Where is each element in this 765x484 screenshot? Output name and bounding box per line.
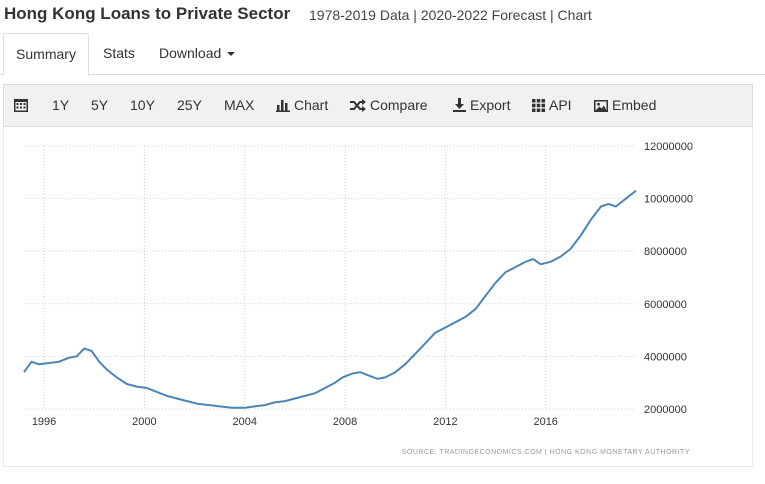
tab-download-label: Download (159, 45, 222, 61)
export-button[interactable]: Export (453, 85, 510, 126)
api-label: API (549, 97, 572, 113)
tab-stats-label: Stats (103, 45, 135, 61)
export-label: Export (470, 97, 511, 113)
chart-type-label: Chart (294, 97, 329, 113)
series-line[interactable] (23, 189, 637, 409)
chart-source: SOURCE: TRADINGECONOMICS.COM | HONG KONG… (402, 449, 690, 456)
chevron-down-icon (227, 52, 236, 57)
tab-summary[interactable]: Summary (3, 33, 89, 76)
range-10y-button[interactable]: 10Y (130, 97, 155, 113)
chart-container: 1996 2000 2004 2008 2012 2016 2000000 4000000 6… (3, 126, 753, 467)
calendar-icon (14, 99, 28, 112)
range-25y-button[interactable]: 25Y (177, 97, 202, 113)
page-subtitle: 1978-2019 Data | 2020-2022 Forecast | Ch… (309, 7, 592, 23)
chart-type-button[interactable]: Chart (276, 85, 328, 126)
page-title: Hong Kong Loans to Private Sector (4, 4, 291, 23)
api-button[interactable]: API (532, 85, 572, 126)
x-tick-label: 2008 (333, 416, 357, 428)
tab-summary-label: Summary (16, 46, 76, 62)
image-icon (594, 100, 608, 112)
y-tick-label: 2000000 (644, 404, 687, 416)
embed-button[interactable]: Embed (594, 85, 656, 126)
page-header: Hong Kong Loans to Private Sector 1978-2… (0, 0, 765, 32)
embed-label: Embed (612, 97, 657, 113)
y-tick-label: 10000000 (644, 194, 693, 206)
y-tick-label: 12000000 (644, 141, 693, 153)
tab-bar: Summary Stats Download (0, 33, 765, 76)
download-icon (453, 98, 466, 112)
bar-chart-icon (276, 100, 290, 112)
x-tick-label: 2000 (132, 416, 156, 428)
calendar-button[interactable] (14, 85, 32, 126)
x-tick-label: 2012 (433, 416, 457, 428)
range-5y-button[interactable]: 5Y (91, 97, 109, 113)
range-max-button[interactable]: MAX (224, 97, 255, 113)
y-tick-label: 6000000 (644, 299, 687, 311)
tab-stats[interactable]: Stats (103, 33, 135, 73)
x-tick-label: 2016 (533, 416, 557, 428)
x-tick-label: 2004 (232, 416, 256, 428)
grid-icon (532, 99, 545, 112)
range-1y-button[interactable]: 1Y (52, 97, 70, 113)
compare-button[interactable]: Compare (350, 85, 428, 126)
y-tick-label: 4000000 (644, 351, 687, 363)
chart-toolbar: 1Y 5Y 10Y 25Y MAX Chart Compare Export A… (3, 84, 753, 127)
compare-label: Compare (370, 97, 428, 113)
line-chart[interactable]: 1996 2000 2004 2008 2012 2016 2000000 4000000 6… (4, 126, 752, 466)
y-tick-label: 8000000 (644, 246, 687, 258)
shuffle-icon (350, 99, 366, 112)
x-tick-label: 1996 (32, 416, 56, 428)
tab-download[interactable]: Download (159, 33, 236, 73)
